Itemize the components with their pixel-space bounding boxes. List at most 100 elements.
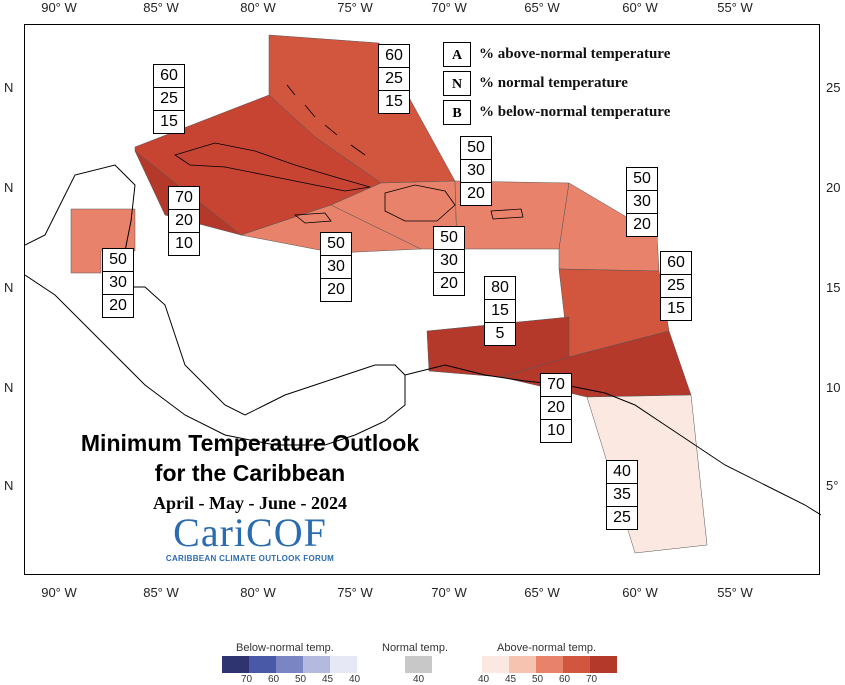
prob-box-windward: 60 25 15 — [660, 251, 692, 321]
lon-label-bottom-70: 70° W — [431, 585, 467, 600]
region-guianas — [586, 394, 708, 554]
prob-above: 60 — [379, 45, 409, 68]
legend-text-below: % below-normal temperature — [479, 104, 671, 120]
prob-below: 15 — [385, 93, 403, 110]
lon-label-top-65: 65° W — [524, 0, 560, 15]
prob-above: 70 — [169, 187, 199, 210]
color-scale-normal — [405, 656, 432, 673]
prob-above: 50 — [321, 233, 351, 256]
prob-box-hispaniola: 50 30 20 — [460, 136, 492, 206]
map-canvas — [25, 34, 821, 554]
prob-normal: 15 — [485, 300, 515, 323]
coastline-south-america — [404, 364, 821, 516]
scale-num-above-4: 70 — [586, 674, 598, 685]
scale-num-below-4: 40 — [349, 674, 361, 685]
below-swatch-0 — [222, 656, 249, 673]
coastline-central-america — [25, 164, 406, 446]
prob-normal: 30 — [461, 160, 491, 183]
legend-row-normal: N % normal temperature — [443, 69, 670, 98]
lat-label-right-20: 20 — [826, 180, 841, 195]
prob-above: 50 — [627, 168, 657, 191]
prob-below: 5 — [495, 325, 505, 342]
legend-key-b: B — [443, 100, 471, 125]
lon-label-top-75: 75° W — [337, 0, 373, 15]
prob-below: 20 — [633, 216, 651, 233]
prob-above: 70 — [541, 374, 571, 397]
lon-label-bottom-90: 90° W — [41, 585, 77, 600]
legend-text-normal: % normal temperature — [479, 75, 628, 91]
map-subtitle: for the Caribbean — [154, 460, 346, 486]
lon-label-bottom-65: 65° W — [524, 585, 560, 600]
logo-subtext: CARIBBEAN CLIMATE OUTLOOK FORUM — [165, 554, 335, 563]
color-scale-above — [482, 656, 617, 673]
lat-label-right-25: 25 — [826, 80, 841, 95]
prob-box-leeward: 50 30 20 — [626, 167, 658, 237]
prob-above: 80 — [485, 277, 515, 300]
lon-label-top-80: 80° W — [240, 0, 276, 15]
below-swatch-1 — [249, 656, 276, 673]
legend-row-below: B % below-normal temperature — [443, 98, 670, 127]
lat-label-right-5: 5° — [826, 478, 839, 493]
lat-label-left-10: N — [4, 380, 14, 395]
scale-num-above-1: 45 — [505, 674, 517, 685]
prob-box-belize: 50 30 20 — [102, 248, 134, 318]
scale-num-below-2: 50 — [295, 674, 307, 685]
prob-below: 10 — [547, 422, 565, 439]
coastline-puerto-rico — [490, 208, 524, 220]
lat-label-left-25: N — [4, 80, 14, 95]
legend-key-n: N — [443, 71, 471, 96]
prob-below: 20 — [440, 275, 458, 292]
below-swatch-4 — [330, 656, 357, 673]
prob-above: 50 — [461, 137, 491, 160]
prob-box-cuba: 60 25 15 — [153, 64, 185, 134]
prob-below: 10 — [175, 235, 193, 252]
scale-title-above: Above-normal temp. — [497, 642, 597, 654]
lon-label-top-55: 55° W — [717, 0, 753, 15]
scale-num-normal-0: 40 — [413, 674, 425, 685]
lon-label-bottom-75: 75° W — [337, 585, 373, 600]
above-swatch-1 — [509, 656, 536, 673]
lat-label-left-20: N — [4, 180, 14, 195]
prob-normal: 30 — [103, 272, 133, 295]
prob-normal: 30 — [434, 250, 464, 273]
legend-text-above: % above-normal temperature — [479, 46, 671, 62]
prob-box-puerto-rico: 50 30 20 — [433, 226, 465, 296]
caricof-logo: CariCOF CARIBBEAN CLIMATE OUTLOOK FORUM — [150, 510, 350, 564]
prob-normal: 25 — [154, 88, 184, 111]
above-swatch-0 — [482, 656, 509, 673]
coastline-cuba — [174, 142, 371, 192]
legend: A % above-normal temperature N % normal … — [443, 40, 670, 127]
color-scale-below — [222, 656, 357, 673]
lon-label-bottom-85: 85° W — [143, 585, 179, 600]
prob-below: 20 — [467, 185, 485, 202]
scale-title-normal: Normal temp. — [382, 642, 449, 654]
legend-key-a: A — [443, 42, 471, 67]
lon-label-top-70: 70° W — [431, 0, 467, 15]
prob-box-abc: 80 15 5 — [484, 276, 516, 346]
prob-normal: 25 — [661, 275, 691, 298]
lat-label-right-15: 15 — [826, 280, 841, 295]
lat-label-left-15: N — [4, 280, 14, 295]
normal-swatch-0 — [405, 656, 432, 673]
prob-normal: 35 — [607, 484, 637, 507]
prob-above: 50 — [103, 249, 133, 272]
prob-below: 25 — [613, 509, 631, 526]
prob-box-bahamas: 60 25 15 — [378, 44, 410, 114]
prob-normal: 20 — [169, 210, 199, 233]
prob-below: 20 — [109, 297, 127, 314]
prob-below: 15 — [160, 113, 178, 130]
scale-num-above-0: 40 — [478, 674, 490, 685]
prob-box-trinidad: 70 20 10 — [540, 373, 572, 443]
lon-label-bottom-80: 80° W — [240, 585, 276, 600]
prob-normal: 30 — [627, 191, 657, 214]
coastline-hispaniola — [384, 184, 456, 222]
prob-normal: 30 — [321, 256, 351, 279]
logo-text: CariCOF — [173, 510, 327, 555]
below-swatch-3 — [303, 656, 330, 673]
scale-num-above-2: 50 — [532, 674, 544, 685]
lon-label-top-90: 90° W — [41, 0, 77, 15]
season-label: April - May - June - 2024 — [153, 493, 347, 513]
prob-normal: 25 — [379, 68, 409, 91]
coastline-bahamas — [286, 84, 366, 156]
lon-label-bottom-60: 60° W — [622, 585, 658, 600]
